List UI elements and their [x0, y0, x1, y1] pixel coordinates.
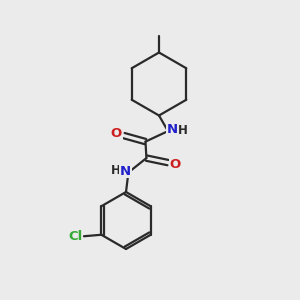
Text: O: O	[111, 127, 122, 140]
Text: N: N	[166, 123, 178, 136]
Text: H: H	[111, 164, 121, 177]
Text: O: O	[170, 158, 181, 171]
Text: N: N	[120, 165, 131, 178]
Text: Cl: Cl	[68, 230, 83, 243]
Text: H: H	[178, 124, 188, 137]
